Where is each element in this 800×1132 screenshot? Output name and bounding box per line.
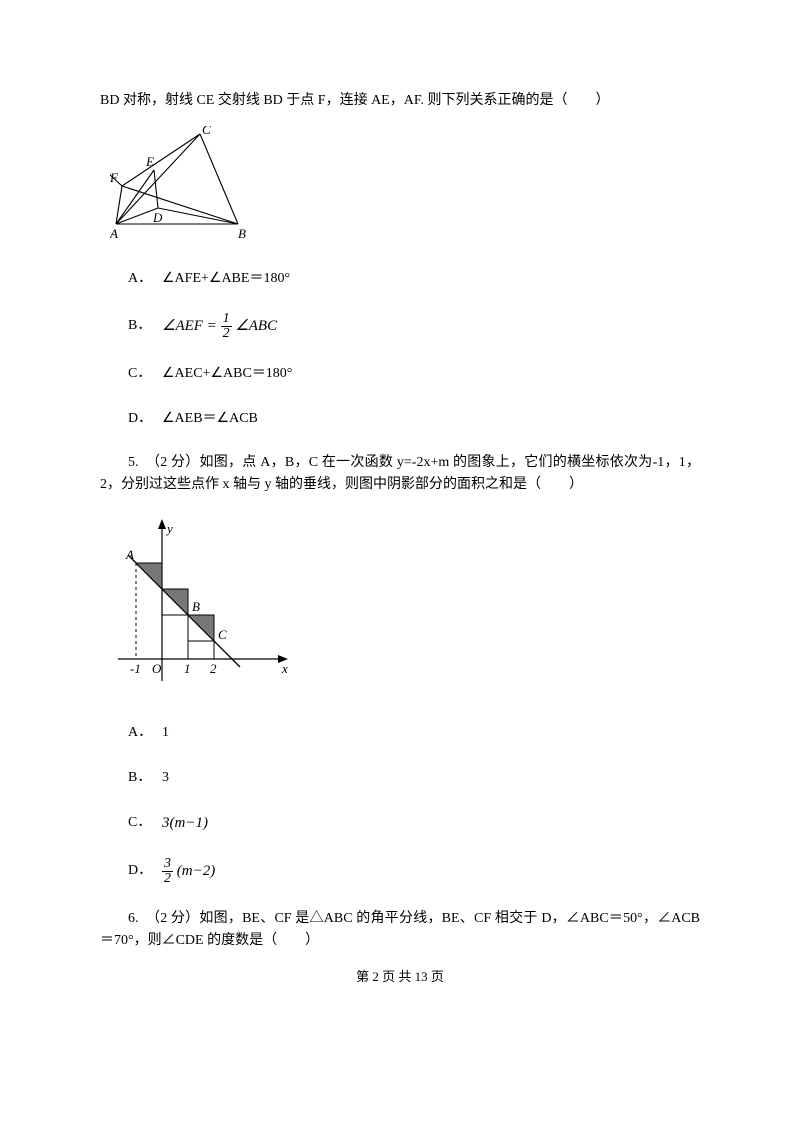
q4-diagram: A B C D E F <box>110 126 700 249</box>
fraction: 1 2 <box>221 312 232 341</box>
option-text: ∠AEF = 1 2 ∠ABC <box>162 312 277 341</box>
option-text: 1 <box>162 722 169 744</box>
option-text: 3(m−1) <box>162 811 208 835</box>
option-label: B． <box>128 767 156 789</box>
option-text: ∠AEC+∠ABC＝180° <box>162 363 292 385</box>
svg-text:C: C <box>202 126 211 137</box>
option-text: 3 <box>162 767 169 789</box>
q5-text: 5. （2 分）如图，点 A，B，C 在一次函数 y=-2x+m 的图象上，它们… <box>100 452 700 497</box>
svg-text:A: A <box>110 226 118 241</box>
q4-option-b: B． ∠AEF = 1 2 ∠ABC <box>100 312 700 341</box>
option-label: B． <box>128 315 156 337</box>
svg-text:C: C <box>218 627 227 642</box>
svg-text:O: O <box>152 661 162 676</box>
svg-text:F: F <box>110 170 119 185</box>
svg-text:2: 2 <box>210 661 217 676</box>
option-label: C． <box>128 363 156 385</box>
q5-option-c: C． 3(m−1) <box>100 811 700 835</box>
fraction: 3 2 <box>162 857 173 886</box>
q6-text: 6. （2 分）如图，BE、CF 是△ABC 的角平分线，BE、CF 相交于 D… <box>100 908 700 953</box>
svg-text:A: A <box>125 547 134 562</box>
option-label: A． <box>128 722 156 744</box>
svg-text:x: x <box>281 661 288 676</box>
svg-text:D: D <box>152 210 163 225</box>
option-text: 3 2 (m−2) <box>162 857 215 886</box>
option-text: ∠AFE+∠ABE＝180° <box>162 268 290 290</box>
svg-text:y: y <box>165 521 173 536</box>
page-content: BD 对称，射线 CE 交射线 BD 于点 F，连接 AE，AF. 则下列关系正… <box>0 0 800 1027</box>
option-label: D． <box>128 408 156 430</box>
q5-option-d: D． 3 2 (m−2) <box>100 857 700 886</box>
svg-text:B: B <box>238 226 246 241</box>
q4-option-c: C． ∠AEC+∠ABC＝180° <box>100 363 700 385</box>
q5-option-a: A． 1 <box>100 722 700 744</box>
q5-diagram: A B C y x O -1 1 2 <box>110 511 700 704</box>
option-label: A． <box>128 268 156 290</box>
q5-option-b: B． 3 <box>100 767 700 789</box>
q4-option-d: D． ∠AEB＝∠ACB <box>100 408 700 430</box>
svg-text:E: E <box>145 154 154 169</box>
option-text: ∠AEB＝∠ACB <box>162 408 258 430</box>
option-label: D． <box>128 860 156 882</box>
svg-text:-1: -1 <box>130 661 141 676</box>
svg-text:1: 1 <box>184 661 191 676</box>
svg-text:B: B <box>192 599 200 614</box>
option-label: C． <box>128 812 156 834</box>
q4-option-a: A． ∠AFE+∠ABE＝180° <box>100 268 700 290</box>
page-footer: 第 2 页 共 13 页 <box>100 967 700 988</box>
q4-continuation: BD 对称，射线 CE 交射线 BD 于点 F，连接 AE，AF. 则下列关系正… <box>100 90 700 112</box>
